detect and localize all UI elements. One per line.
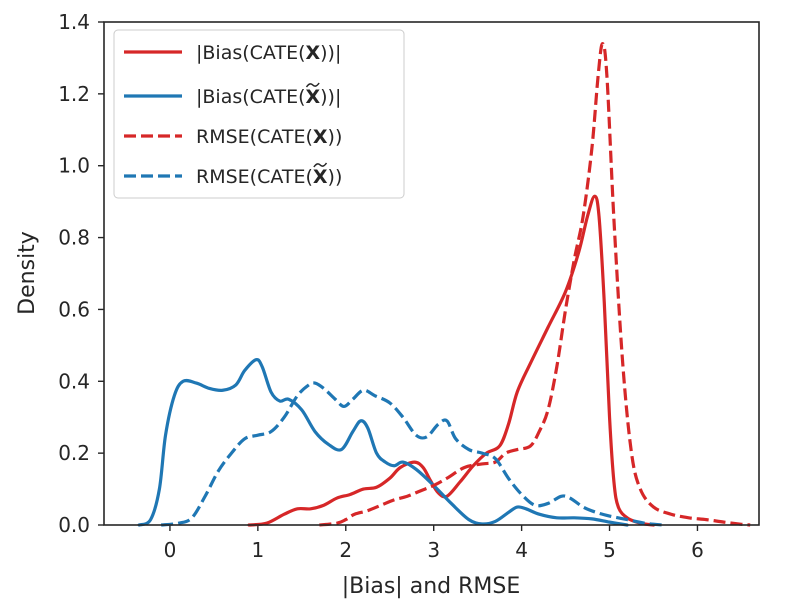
y-tick-label: 0.4 — [58, 369, 90, 393]
y-axis-label: Density — [15, 231, 40, 315]
y-tick-label: 1.2 — [58, 82, 90, 106]
tilde-accent — [313, 162, 328, 168]
y-axis-ticks: 0.0 0.2 0.4 0.6 0.8 1.0 1.2 1.4 — [58, 10, 104, 537]
legend-label: |Bias(CATE(X))| — [196, 42, 341, 64]
y-tick-label: 1.4 — [58, 10, 90, 34]
bias-x-line — [247, 194, 656, 527]
plot-frame — [103, 21, 760, 526]
legend: |Bias(CATE(X))| |Bias(CATE(X))| RMSE(CATE(… — [113, 29, 405, 199]
legend-label: RMSE(CATE(X)) — [196, 166, 342, 188]
series-group — [137, 41, 751, 527]
tilde-accent — [305, 82, 320, 88]
x-tick-label: 5 — [603, 538, 616, 562]
legend-box — [113, 29, 405, 199]
x-axis-label: |Bias| and RMSE — [342, 574, 520, 599]
y-tick-label: 0.0 — [58, 513, 90, 537]
y-tick-label: 0.8 — [58, 226, 90, 250]
x-tick-label: 1 — [251, 538, 264, 562]
x-tick-label: 2 — [339, 538, 352, 562]
y-tick-label: 0.2 — [58, 441, 90, 465]
x-tick-label: 4 — [515, 538, 528, 562]
x-tick-label: 3 — [427, 538, 440, 562]
x-axis-ticks: 0 1 2 3 4 5 6 — [164, 525, 704, 562]
x-tick-label: 0 — [164, 538, 177, 562]
x-tick-label: 6 — [691, 538, 704, 562]
y-tick-label: 1.0 — [58, 154, 90, 178]
y-tick-label: 0.6 — [58, 297, 90, 321]
rmse-x-line — [319, 41, 751, 527]
rmse-x-tilde-line — [160, 381, 663, 527]
legend-label: |Bias(CATE(X))| — [196, 86, 341, 108]
bias-x-tilde-line — [137, 358, 629, 527]
legend-label: RMSE(CATE(X)) — [196, 126, 342, 148]
